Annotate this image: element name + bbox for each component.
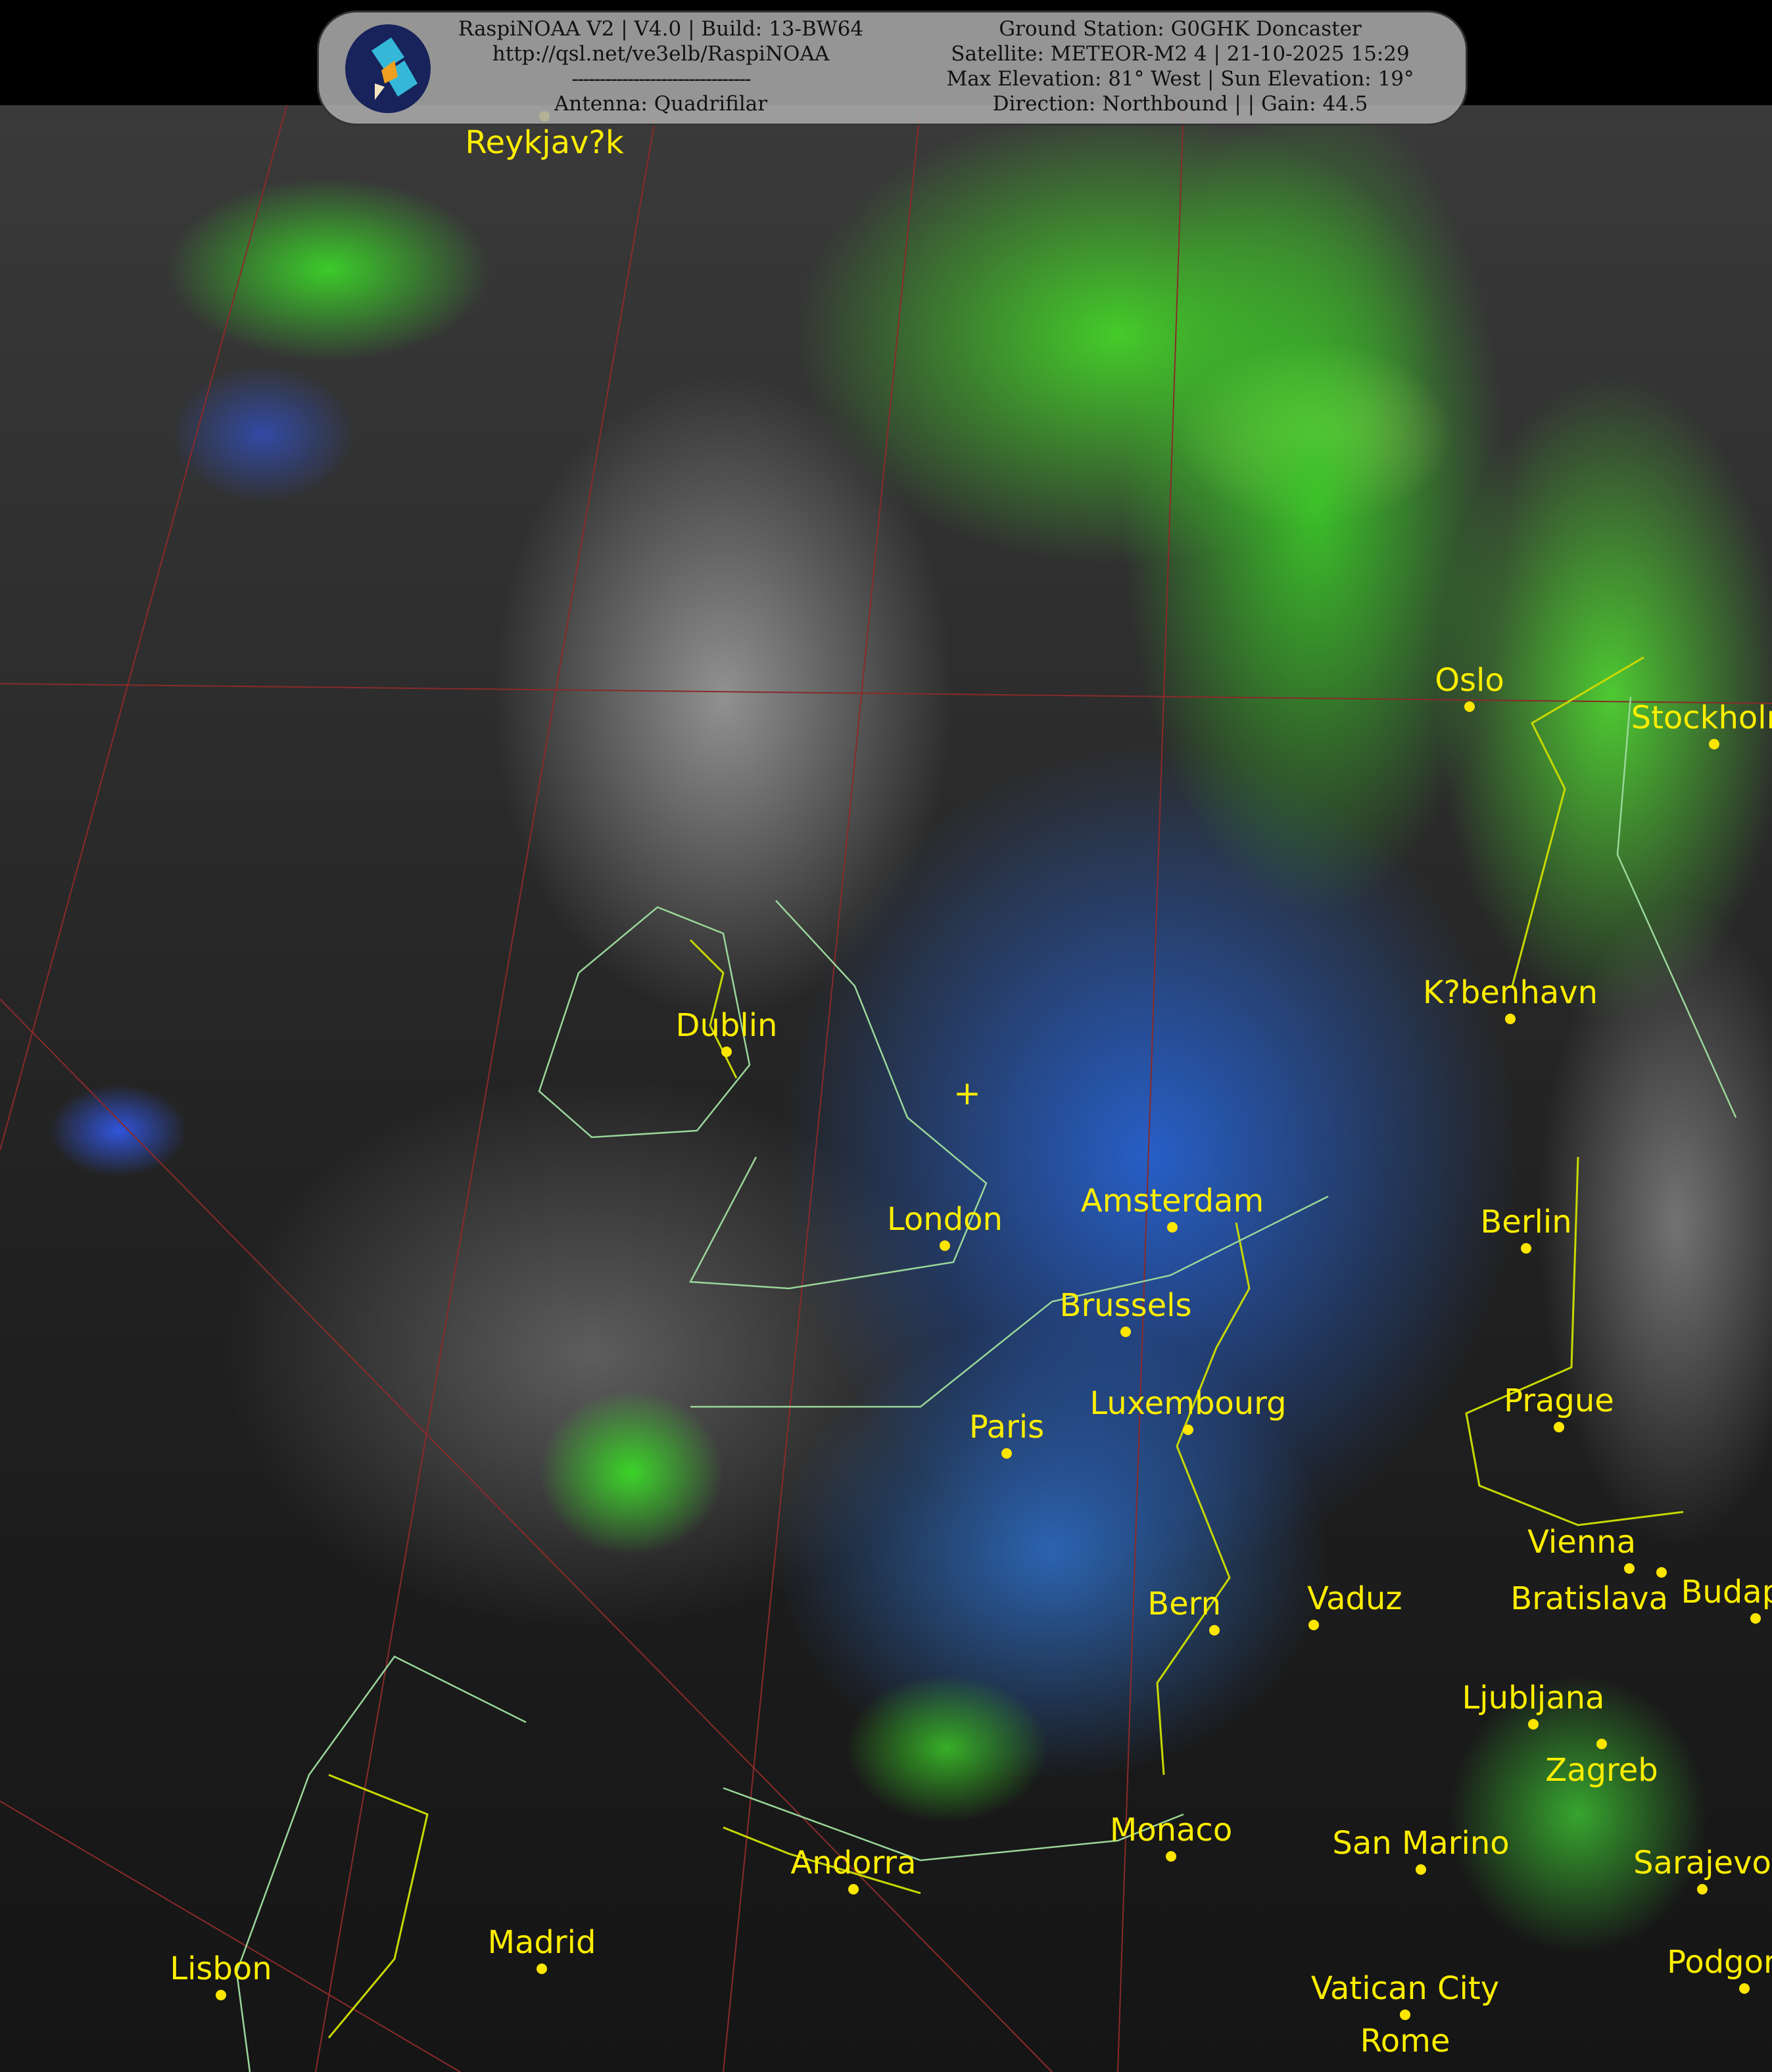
satellite-time: Satellite: METEOR-M2 4 | 21-10-2025 15:2… <box>951 42 1410 66</box>
city-label: Bern <box>1147 1586 1221 1622</box>
city-dot <box>848 1884 859 1895</box>
city-label: Amsterdam <box>1080 1183 1264 1219</box>
antenna-info: Antenna: Quadrifilar <box>554 92 768 116</box>
city-label: Paris <box>969 1409 1045 1446</box>
city-label: Lisbon <box>170 1950 272 1987</box>
city-dot <box>1596 1739 1607 1749</box>
coastlines <box>235 696 1737 2072</box>
city-label: Ljubljana <box>1462 1680 1605 1716</box>
software-url: http://qsl.net/ve3elb/RaspiNOAA <box>492 42 830 66</box>
city-label: K?benhavn <box>1422 974 1598 1011</box>
weather-imagery <box>0 105 1772 2072</box>
city-label: Luxembourg <box>1090 1385 1287 1422</box>
city-dot <box>940 1240 950 1251</box>
city-label: Reykjav?k <box>465 124 624 161</box>
city-dot <box>1209 1625 1220 1636</box>
city-label: Andorra <box>790 1845 917 1881</box>
city-dot <box>1554 1422 1564 1432</box>
city-dot <box>1308 1620 1319 1630</box>
city-label: Vaduz <box>1307 1580 1402 1617</box>
city-dot <box>1750 1613 1761 1624</box>
city-dot <box>1624 1563 1635 1574</box>
city-label: Bratislava <box>1510 1580 1668 1617</box>
city-dot <box>721 1047 732 1057</box>
info-header: RaspiNOAA V2 | V4.0 | Build: 13-BW64 htt… <box>317 11 1468 126</box>
city-label: Oslo <box>1435 662 1504 699</box>
city-dot <box>1521 1243 1531 1254</box>
city-dot <box>1464 701 1475 712</box>
elevation-info: Max Elevation: 81° West | Sun Elevation:… <box>946 67 1414 91</box>
city-dot <box>1166 1851 1176 1862</box>
software-info: RaspiNOAA V2 | V4.0 | Build: 13-BW64 htt… <box>431 16 891 116</box>
city-label: Prague <box>1504 1382 1614 1419</box>
city-label: Brussels <box>1059 1287 1192 1324</box>
city-dot <box>1505 1014 1516 1024</box>
separator: -------------------------------- <box>571 67 751 91</box>
city-dot <box>1697 1884 1708 1895</box>
city-dot <box>1416 1864 1426 1875</box>
city-label: Podgorica <box>1667 1944 1772 1981</box>
country-borders <box>327 656 1684 2038</box>
satellite-icon <box>345 24 431 113</box>
ground-station: Ground Station: G0GHK Doncaster <box>999 17 1362 41</box>
city-label: San Marino <box>1332 1825 1510 1862</box>
city-label: Zagreb <box>1545 1752 1658 1789</box>
city-dot <box>537 1964 547 1974</box>
city-label: Berlin <box>1480 1204 1572 1240</box>
city-dot <box>216 1990 226 2000</box>
city-label: Vatican City <box>1310 1970 1500 2007</box>
city-label: Vienna <box>1527 1524 1636 1561</box>
city-label: Monaco <box>1109 1812 1233 1848</box>
city-dot <box>1167 1222 1178 1233</box>
city-dot <box>1528 1719 1539 1730</box>
city-dot <box>1656 1567 1667 1578</box>
city-dot <box>1183 1424 1193 1435</box>
city-label: Rome <box>1360 2023 1450 2060</box>
city-dot <box>1400 2010 1410 2020</box>
city-label: Madrid <box>487 1924 596 1961</box>
direction-gain: Direction: Northbound | | Gain: 44.5 <box>992 92 1368 116</box>
city-label: Dublin <box>675 1007 778 1044</box>
city-label: Sarajevo <box>1633 1845 1771 1881</box>
pass-info: Ground Station: G0GHK Doncaster Satellit… <box>898 16 1463 116</box>
city-dot <box>1120 1327 1131 1337</box>
ground-station-marker: + <box>953 1074 981 1112</box>
city-dot <box>1001 1448 1012 1459</box>
city-label: Budapest <box>1681 1574 1772 1611</box>
city-dot <box>1709 739 1719 749</box>
city-label: London <box>887 1201 1003 1238</box>
software-version: RaspiNOAA V2 | V4.0 | Build: 13-BW64 <box>458 17 864 41</box>
city-label: Stockholm <box>1631 699 1772 736</box>
city-dot <box>1739 1983 1750 1994</box>
